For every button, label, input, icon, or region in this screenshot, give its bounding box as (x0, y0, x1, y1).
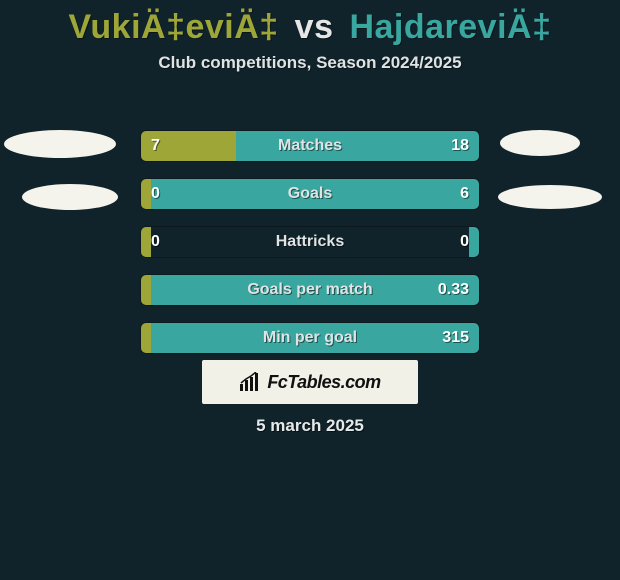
page-title: VukiÄ‡eviÄ‡ vs HajdareviÄ‡ (0, 8, 620, 47)
decor-ellipse-2 (22, 184, 118, 210)
decor-ellipse-3 (500, 130, 580, 156)
stat-row: 0.33Goals per match (140, 274, 480, 306)
watermark-text: FcTables.com (267, 372, 380, 393)
stat-rows: 718Matches 06Goals 00Hattricks 0.33Goals pe… (140, 130, 480, 370)
stat-label: Matches (141, 131, 479, 161)
stat-label: Min per goal (141, 323, 479, 353)
player-right-name: HajdareviÄ‡ (349, 8, 551, 46)
stat-label: Goals per match (141, 275, 479, 305)
stat-row: 06Goals (140, 178, 480, 210)
decor-ellipse-4 (498, 185, 602, 209)
decor-ellipse-1 (4, 130, 116, 158)
title-vs: vs (295, 8, 334, 46)
stat-row: 718Matches (140, 130, 480, 162)
player-left-name: VukiÄ‡eviÄ‡ (68, 8, 278, 46)
watermark: FcTables.com (202, 360, 418, 404)
stat-label: Hattricks (141, 227, 479, 257)
stat-row: 315Min per goal (140, 322, 480, 354)
watermark-chart-icon (239, 372, 261, 392)
date-label: 5 march 2025 (0, 416, 620, 436)
subtitle: Club competitions, Season 2024/2025 (0, 53, 620, 73)
comparison-widget: VukiÄ‡eviÄ‡ vs HajdareviÄ‡ Club competit… (0, 8, 620, 580)
stat-row: 00Hattricks (140, 226, 480, 258)
stat-label: Goals (141, 179, 479, 209)
